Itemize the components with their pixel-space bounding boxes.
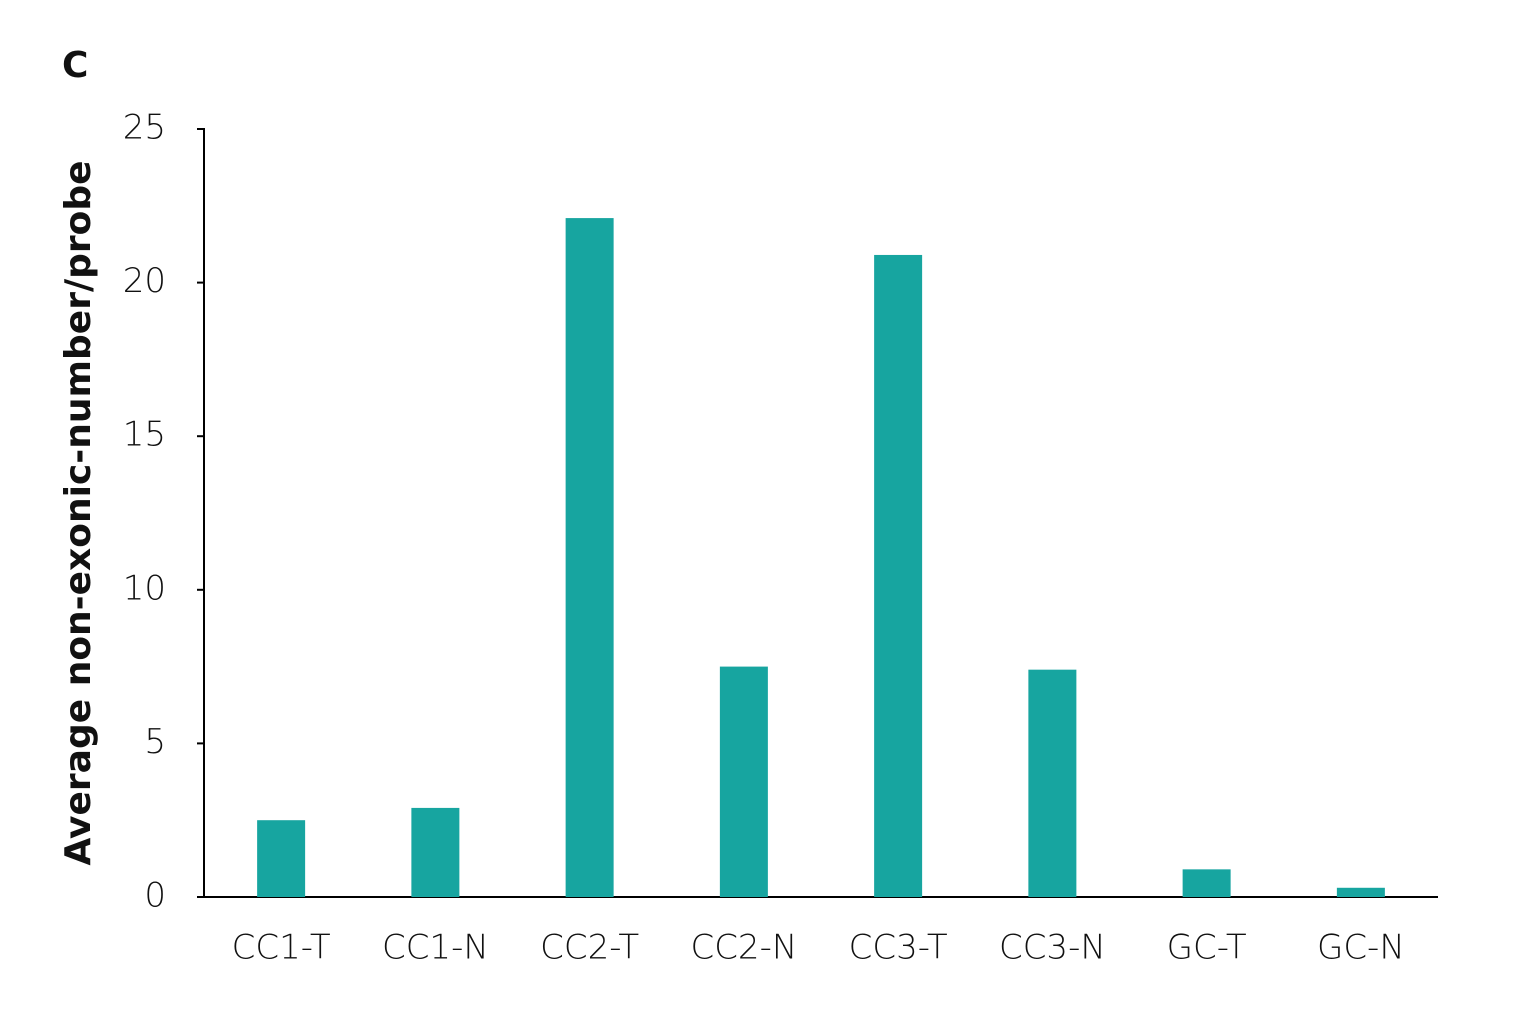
bar (1336, 887, 1385, 897)
x-tick-label: GC-T (1167, 928, 1247, 968)
x-tick-label: CC3-T (849, 928, 948, 968)
y-tick-label: 25 (123, 108, 166, 148)
y-tick-label: 15 (123, 415, 166, 455)
panel-label: C (62, 45, 88, 86)
y-tick-label: 0 (144, 876, 166, 916)
x-tick-label: CC2-T (540, 928, 639, 968)
bar (257, 820, 306, 897)
y-tick-label: 10 (123, 568, 166, 608)
y-axis-label: Average non-exonic-number/probe (58, 160, 99, 865)
x-tick-label: CC1-T (232, 928, 331, 968)
bar (874, 254, 923, 897)
y-tick-label: 5 (144, 722, 166, 762)
x-tick-label: CC3-N (999, 928, 1106, 968)
bar (719, 666, 768, 897)
y-tick-label: 20 (123, 261, 166, 301)
bar (411, 807, 460, 897)
x-tick-label: CC2-N (690, 928, 797, 968)
x-tick-label: GC-N (1317, 928, 1405, 968)
bar (1028, 669, 1077, 897)
bar (565, 218, 614, 897)
bar (1182, 869, 1231, 897)
x-tick-label: CC1-N (382, 928, 489, 968)
